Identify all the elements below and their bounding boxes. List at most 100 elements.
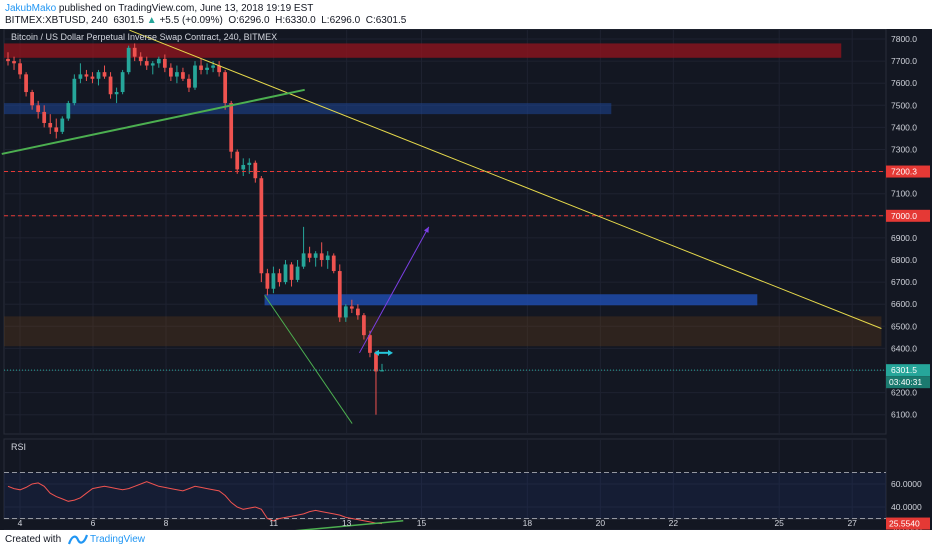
candle-body <box>48 122 53 128</box>
candle-body <box>102 72 107 77</box>
candle-body <box>138 56 143 62</box>
price-tick-label: 6100.0 <box>891 410 917 420</box>
countdown-label: 03:40:31 <box>889 377 922 387</box>
candle-body <box>36 105 41 112</box>
candle-body <box>90 76 95 79</box>
rsi-line <box>7 481 383 525</box>
green-support-line <box>264 295 353 424</box>
candle-body <box>295 266 300 280</box>
zones-layer <box>4 43 882 347</box>
green-uptrend <box>1 88 305 155</box>
lower-blue-zone <box>264 294 758 306</box>
rsi-last-badge <box>886 517 930 530</box>
candle-body <box>362 315 366 336</box>
level-price-label: 7000.0 <box>891 211 917 221</box>
publish-info-line: JakubMako published on TradingView.com, … <box>5 3 313 14</box>
candle-body <box>235 151 240 170</box>
candle-body <box>271 273 276 289</box>
candle-body <box>289 264 294 280</box>
footer: Created with TradingView <box>0 530 932 550</box>
candle-body <box>126 47 131 73</box>
high-label: H:6330.0 <box>275 15 316 26</box>
rsi-tick-label: 40.0000 <box>891 502 922 512</box>
price-tick-label: 6200.0 <box>891 388 917 398</box>
red-resistance-zone <box>4 43 842 58</box>
level-price-badge <box>886 165 930 178</box>
published-text: published on TradingView.com, June 13, 2… <box>58 3 314 14</box>
level-price-label: 7200.3 <box>891 167 917 177</box>
candle-body <box>259 178 264 274</box>
time-tick-label: 6 <box>91 518 96 528</box>
close-label: C:6301.5 <box>365 15 407 26</box>
price-tick-label: 7800.0 <box>891 34 917 44</box>
time-tick-label: 18 <box>523 518 533 528</box>
rsi-pane[interactable] <box>3 438 887 520</box>
candle-body <box>368 335 372 353</box>
price-tick-label: 7100.0 <box>891 189 917 199</box>
candle-body <box>301 253 306 267</box>
price-tick-label: 7300.0 <box>891 145 917 155</box>
candle-body <box>120 72 125 93</box>
tradingview-brand-link[interactable]: TradingView <box>90 534 146 545</box>
candle-body <box>380 370 384 372</box>
created-with-label: Created with <box>5 534 62 545</box>
last-price-badge <box>886 364 930 377</box>
chart-frame[interactable]: 6100.06200.06300.06400.06500.06600.06700… <box>0 28 932 535</box>
last-price-label: 6301.5 <box>113 15 144 26</box>
candle-body <box>356 308 360 316</box>
drawings-layer <box>1 29 886 424</box>
candle-body <box>150 63 155 66</box>
time-tick-label: 25 <box>774 518 784 528</box>
price-tick-label: 6900.0 <box>891 233 917 243</box>
candle-body <box>162 58 167 68</box>
price-tick-label: 6400.0 <box>891 343 917 353</box>
candle-body <box>343 306 348 318</box>
chart-canvas[interactable]: 6100.06200.06300.06400.06500.06600.06700… <box>0 28 932 535</box>
time-tick-label: 11 <box>269 518 278 528</box>
candle-body <box>247 162 252 165</box>
price-tick-label: 7400.0 <box>891 122 917 132</box>
candle-body <box>72 78 77 104</box>
candle-body <box>42 111 47 123</box>
price-pane[interactable] <box>3 28 887 435</box>
candle-body <box>277 273 282 283</box>
candle-body <box>331 255 336 272</box>
candle-body <box>223 72 228 104</box>
candle-body <box>96 72 101 79</box>
candle-body <box>54 127 59 132</box>
candle-body <box>60 118 65 132</box>
candle-body <box>181 72 185 79</box>
candle-body <box>307 253 312 258</box>
price-tick-label: 7500.0 <box>891 100 917 110</box>
candle-body <box>241 164 246 170</box>
candle-body <box>156 58 161 64</box>
axis-layer: 6100.06200.06300.06400.06500.06600.06700… <box>18 34 930 535</box>
chart-title: Bitcoin / US Dollar Perpetual Inverse Sw… <box>11 32 277 42</box>
measure-marker-left-head <box>374 349 379 356</box>
tradingview-logo-icon <box>68 534 88 545</box>
candle-body <box>187 78 191 88</box>
yellow-downtrend <box>129 29 882 329</box>
time-tick-label: 4 <box>18 518 23 528</box>
candles-layer <box>6 43 384 415</box>
author-link[interactable]: JakubMako <box>5 3 57 14</box>
price-tick-label: 6600.0 <box>891 299 917 309</box>
candle-body <box>253 162 258 179</box>
projection-arrowhead <box>423 226 429 233</box>
purple-projection-arrow <box>359 226 430 354</box>
change-arrow: ▲ <box>146 15 157 26</box>
candle-body <box>175 72 179 77</box>
candle-body <box>313 253 318 258</box>
upper-blue-zone <box>4 103 612 115</box>
rsi-title: RSI <box>11 442 26 452</box>
candle-body <box>229 103 234 152</box>
candle-body <box>132 47 137 57</box>
time-tick-label: 15 <box>417 518 427 528</box>
candle-body <box>205 67 209 70</box>
candle-body <box>114 92 119 95</box>
time-tick-label: 27 <box>847 518 857 528</box>
candle-body <box>193 65 197 88</box>
price-tick-label: 7600.0 <box>891 78 917 88</box>
price-tick-label: 6700.0 <box>891 277 917 287</box>
candle-body <box>169 67 173 77</box>
